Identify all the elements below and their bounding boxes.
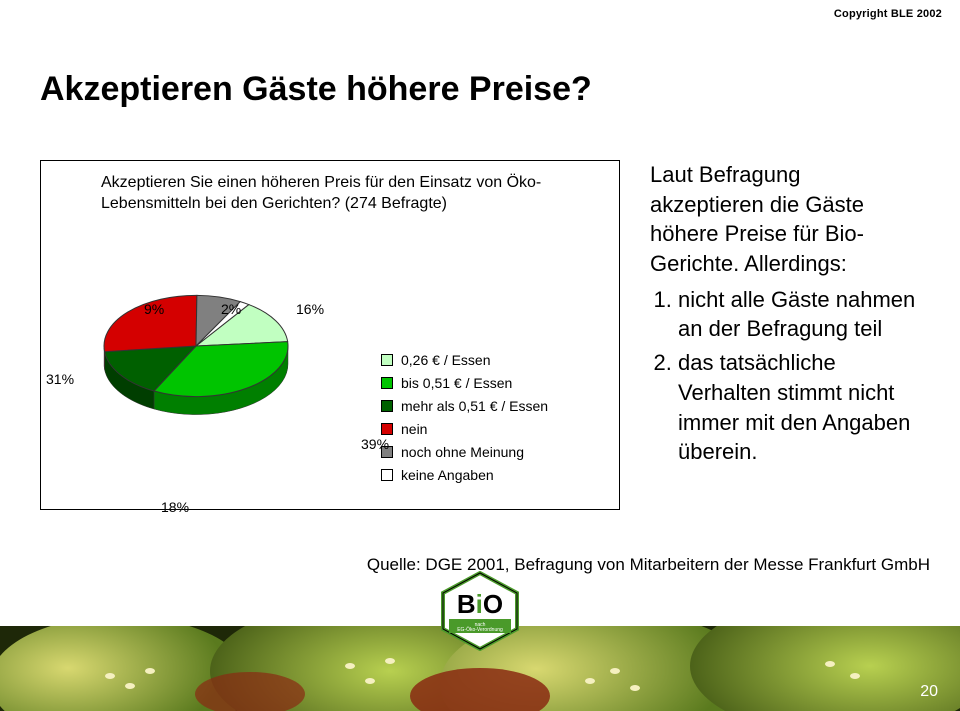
legend-label: nein: [401, 421, 427, 437]
page-number: 20: [920, 683, 938, 701]
pie-pct-label: 9%: [144, 301, 164, 317]
pie-pct-label: 31%: [46, 371, 74, 387]
legend-label: bis 0,51 € / Essen: [401, 375, 512, 391]
side-text: Laut Befragung akzeptieren die Gäste höh…: [650, 160, 920, 471]
legend-row: 0,26 € / Essen: [381, 351, 548, 369]
chart-question: Akzeptieren Sie einen höheren Preis für …: [101, 173, 571, 215]
pie-chart: [56, 251, 356, 516]
pie-pct-label: 2%: [221, 301, 241, 317]
bio-logo: BiO nach EG-Öko-Verordnung: [435, 571, 525, 656]
legend-swatch: [381, 354, 393, 366]
legend-swatch: [381, 469, 393, 481]
svg-text:EG-Öko-Verordnung: EG-Öko-Verordnung: [457, 626, 503, 633]
copyright-text: Copyright BLE 2002: [834, 8, 942, 20]
legend-label: keine Angaben: [401, 467, 494, 483]
side-list-item: das tatsächliche Verhalten stimmt nicht …: [678, 348, 920, 467]
side-list-item: nicht alle Gäste nahmen an der Befragung…: [678, 285, 920, 344]
side-intro: Laut Befragung akzeptieren die Gäste höh…: [650, 160, 920, 279]
pie-pct-label: 18%: [161, 499, 189, 515]
legend-label: mehr als 0,51 € / Essen: [401, 398, 548, 414]
legend-row: mehr als 0,51 € / Essen: [381, 397, 548, 415]
legend-swatch: [381, 400, 393, 412]
legend-swatch: [381, 423, 393, 435]
legend-row: noch ohne Meinung: [381, 443, 548, 461]
legend-row: nein: [381, 420, 548, 438]
page-title: Akzeptieren Gäste höhere Preise?: [40, 70, 592, 109]
legend-label: 0,26 € / Essen: [401, 352, 491, 368]
legend-row: bis 0,51 € / Essen: [381, 374, 548, 392]
chart-legend: 0,26 € / Essen bis 0,51 € / Essen mehr als…: [381, 351, 548, 489]
legend-row: keine Angaben: [381, 466, 548, 484]
chart-box: Akzeptieren Sie einen höheren Preis für …: [40, 160, 620, 510]
pie-pct-label: 16%: [296, 301, 324, 317]
svg-text:BiO: BiO: [457, 589, 503, 619]
legend-swatch: [381, 377, 393, 389]
legend-label: noch ohne Meinung: [401, 444, 524, 460]
pie-pct-label: 39%: [361, 436, 389, 452]
